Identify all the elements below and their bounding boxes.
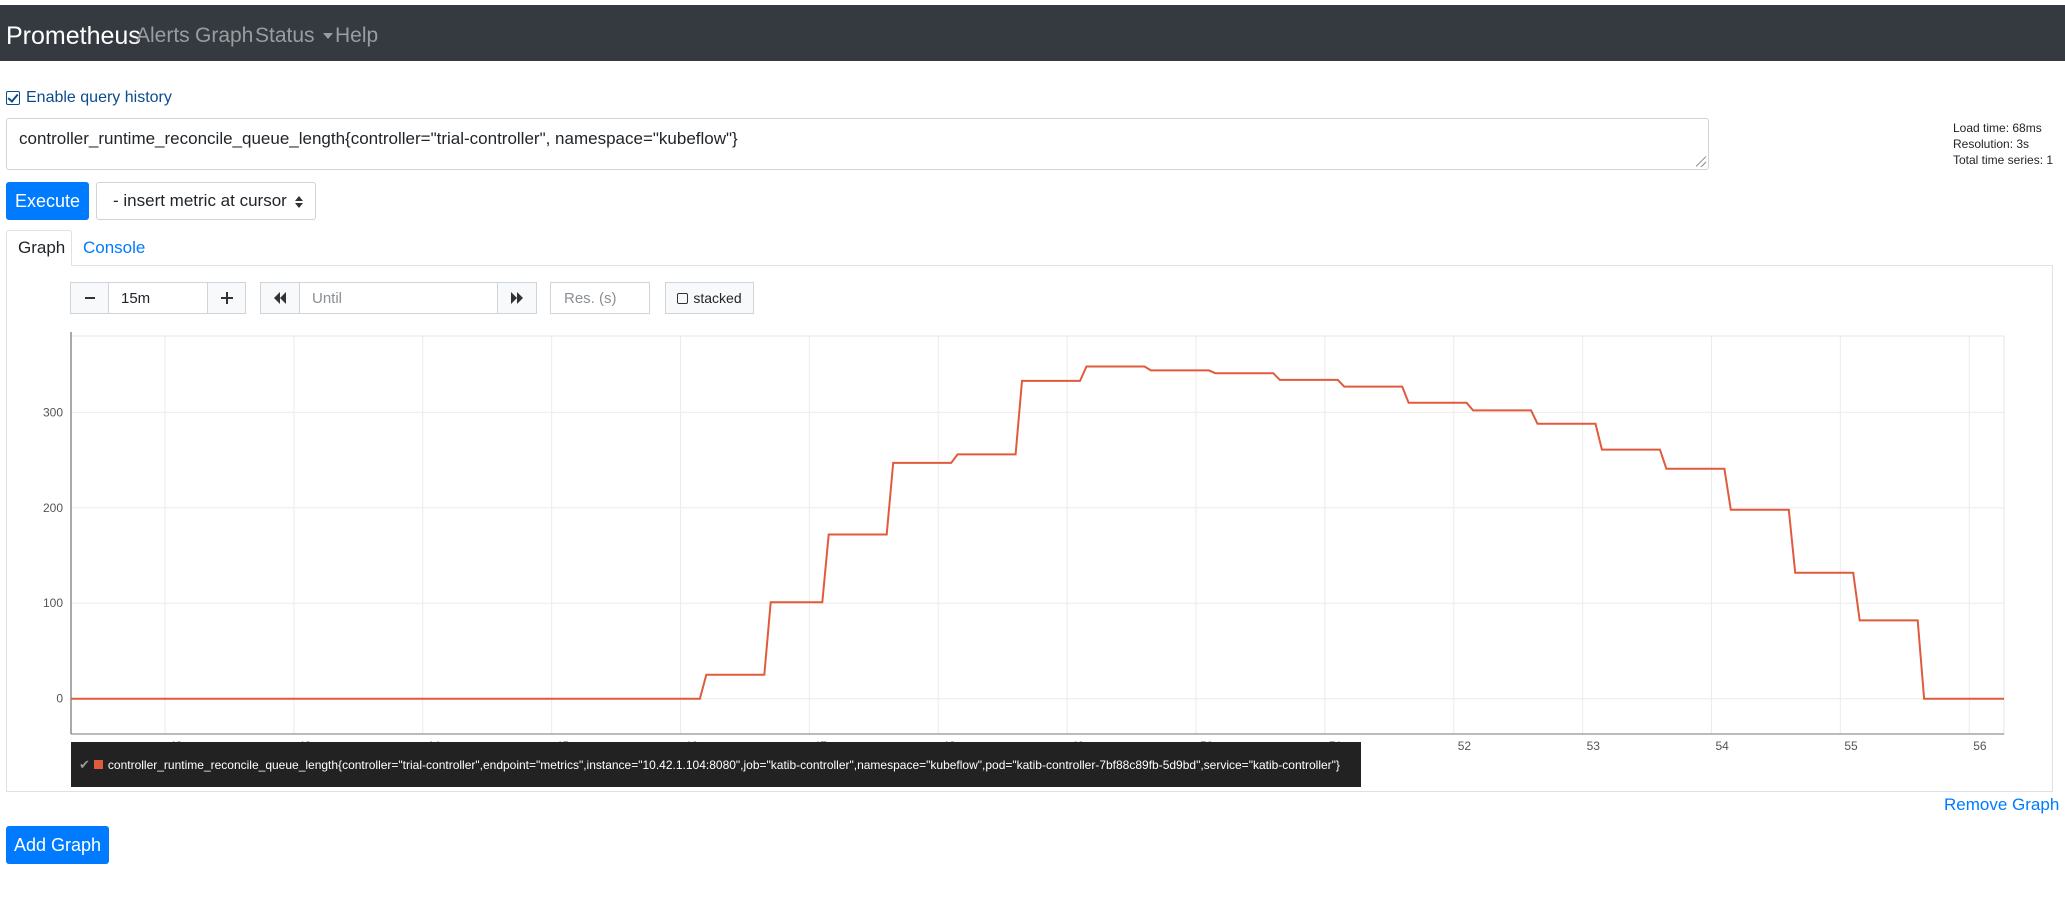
navbar: Prometheus Alerts Graph Status Help [0, 5, 2065, 61]
minus-icon [84, 297, 95, 299]
query-expression-input[interactable]: controller_runtime_reconcile_queue_lengt… [6, 118, 1709, 170]
x-tick-label: 53 [1587, 739, 1601, 753]
x-tick-label: 52 [1458, 739, 1472, 753]
y-tick-label: 0 [56, 692, 63, 706]
tab-console[interactable]: Console [83, 238, 146, 257]
series-color-swatch [93, 760, 103, 769]
select-arrows-icon [295, 196, 303, 208]
nav-help[interactable]: Help [335, 24, 379, 47]
series-line [71, 365, 2004, 700]
range-input[interactable]: 15m [108, 282, 208, 314]
checkbox-checked-icon [6, 91, 20, 105]
nav-graph[interactable]: Graph [195, 24, 254, 47]
x-tick-label: 55 [1844, 739, 1858, 753]
insert-metric-select[interactable]: - insert metric at cursor [96, 182, 316, 220]
resolution-placeholder: Res. (s) [564, 289, 617, 307]
until-placeholder: Until [312, 289, 343, 307]
enable-query-history-toggle[interactable]: Enable query history [6, 89, 172, 107]
fast-backward-icon [274, 292, 286, 304]
load-time: Load time: 68ms [1953, 121, 2042, 135]
caret-down-icon [322, 33, 333, 40]
nav-status-label: Status [255, 24, 315, 47]
series-legend[interactable]: ✔ controller_runtime_reconcile_queue_len… [71, 742, 1361, 787]
y-tick-label: 200 [43, 501, 63, 515]
query-expression-text: controller_runtime_reconcile_queue_lengt… [19, 129, 738, 148]
remove-graph-link[interactable]: Remove Graph [1944, 795, 2060, 814]
resolution-input[interactable]: Res. (s) [550, 282, 650, 314]
graph-panel [6, 265, 2053, 792]
until-input[interactable]: Until [299, 282, 498, 314]
plus-icon [220, 292, 233, 304]
total-time-series: Total time series: 1 [1953, 153, 2054, 167]
plot-area [70, 335, 2005, 735]
tab-graph[interactable]: Graph [6, 230, 72, 266]
brand-link[interactable]: Prometheus [6, 22, 141, 50]
add-graph-button[interactable]: Add Graph [6, 826, 109, 864]
y-tick-label: 100 [43, 596, 63, 610]
range-increase-button[interactable] [207, 282, 246, 314]
fast-forward-icon [511, 292, 523, 304]
enable-query-history-label: Enable query history [26, 89, 172, 106]
stacked-label: stacked [693, 290, 742, 306]
nav-status[interactable]: Status [255, 24, 333, 48]
x-tick-label: 54 [1715, 739, 1729, 753]
time-forward-button[interactable] [497, 282, 537, 314]
execute-button[interactable]: Execute [6, 182, 89, 220]
query-stats: Load time: 68ms Resolution: 3s Total tim… [1953, 120, 2053, 168]
legend-series-label: controller_runtime_reconcile_queue_lengt… [107, 757, 1340, 772]
range-decrease-button[interactable] [70, 282, 109, 314]
resolution: Resolution: 3s [1953, 137, 2030, 151]
x-tick-label: 56 [1973, 739, 1987, 753]
stacked-toggle[interactable]: stacked [665, 282, 754, 314]
checkbox-empty-icon [677, 292, 689, 304]
nav-alerts[interactable]: Alerts [136, 24, 190, 47]
insert-metric-label: - insert metric at cursor [113, 191, 287, 210]
checkmark-icon: ✔ [79, 756, 90, 772]
y-tick-label: 300 [43, 405, 63, 419]
